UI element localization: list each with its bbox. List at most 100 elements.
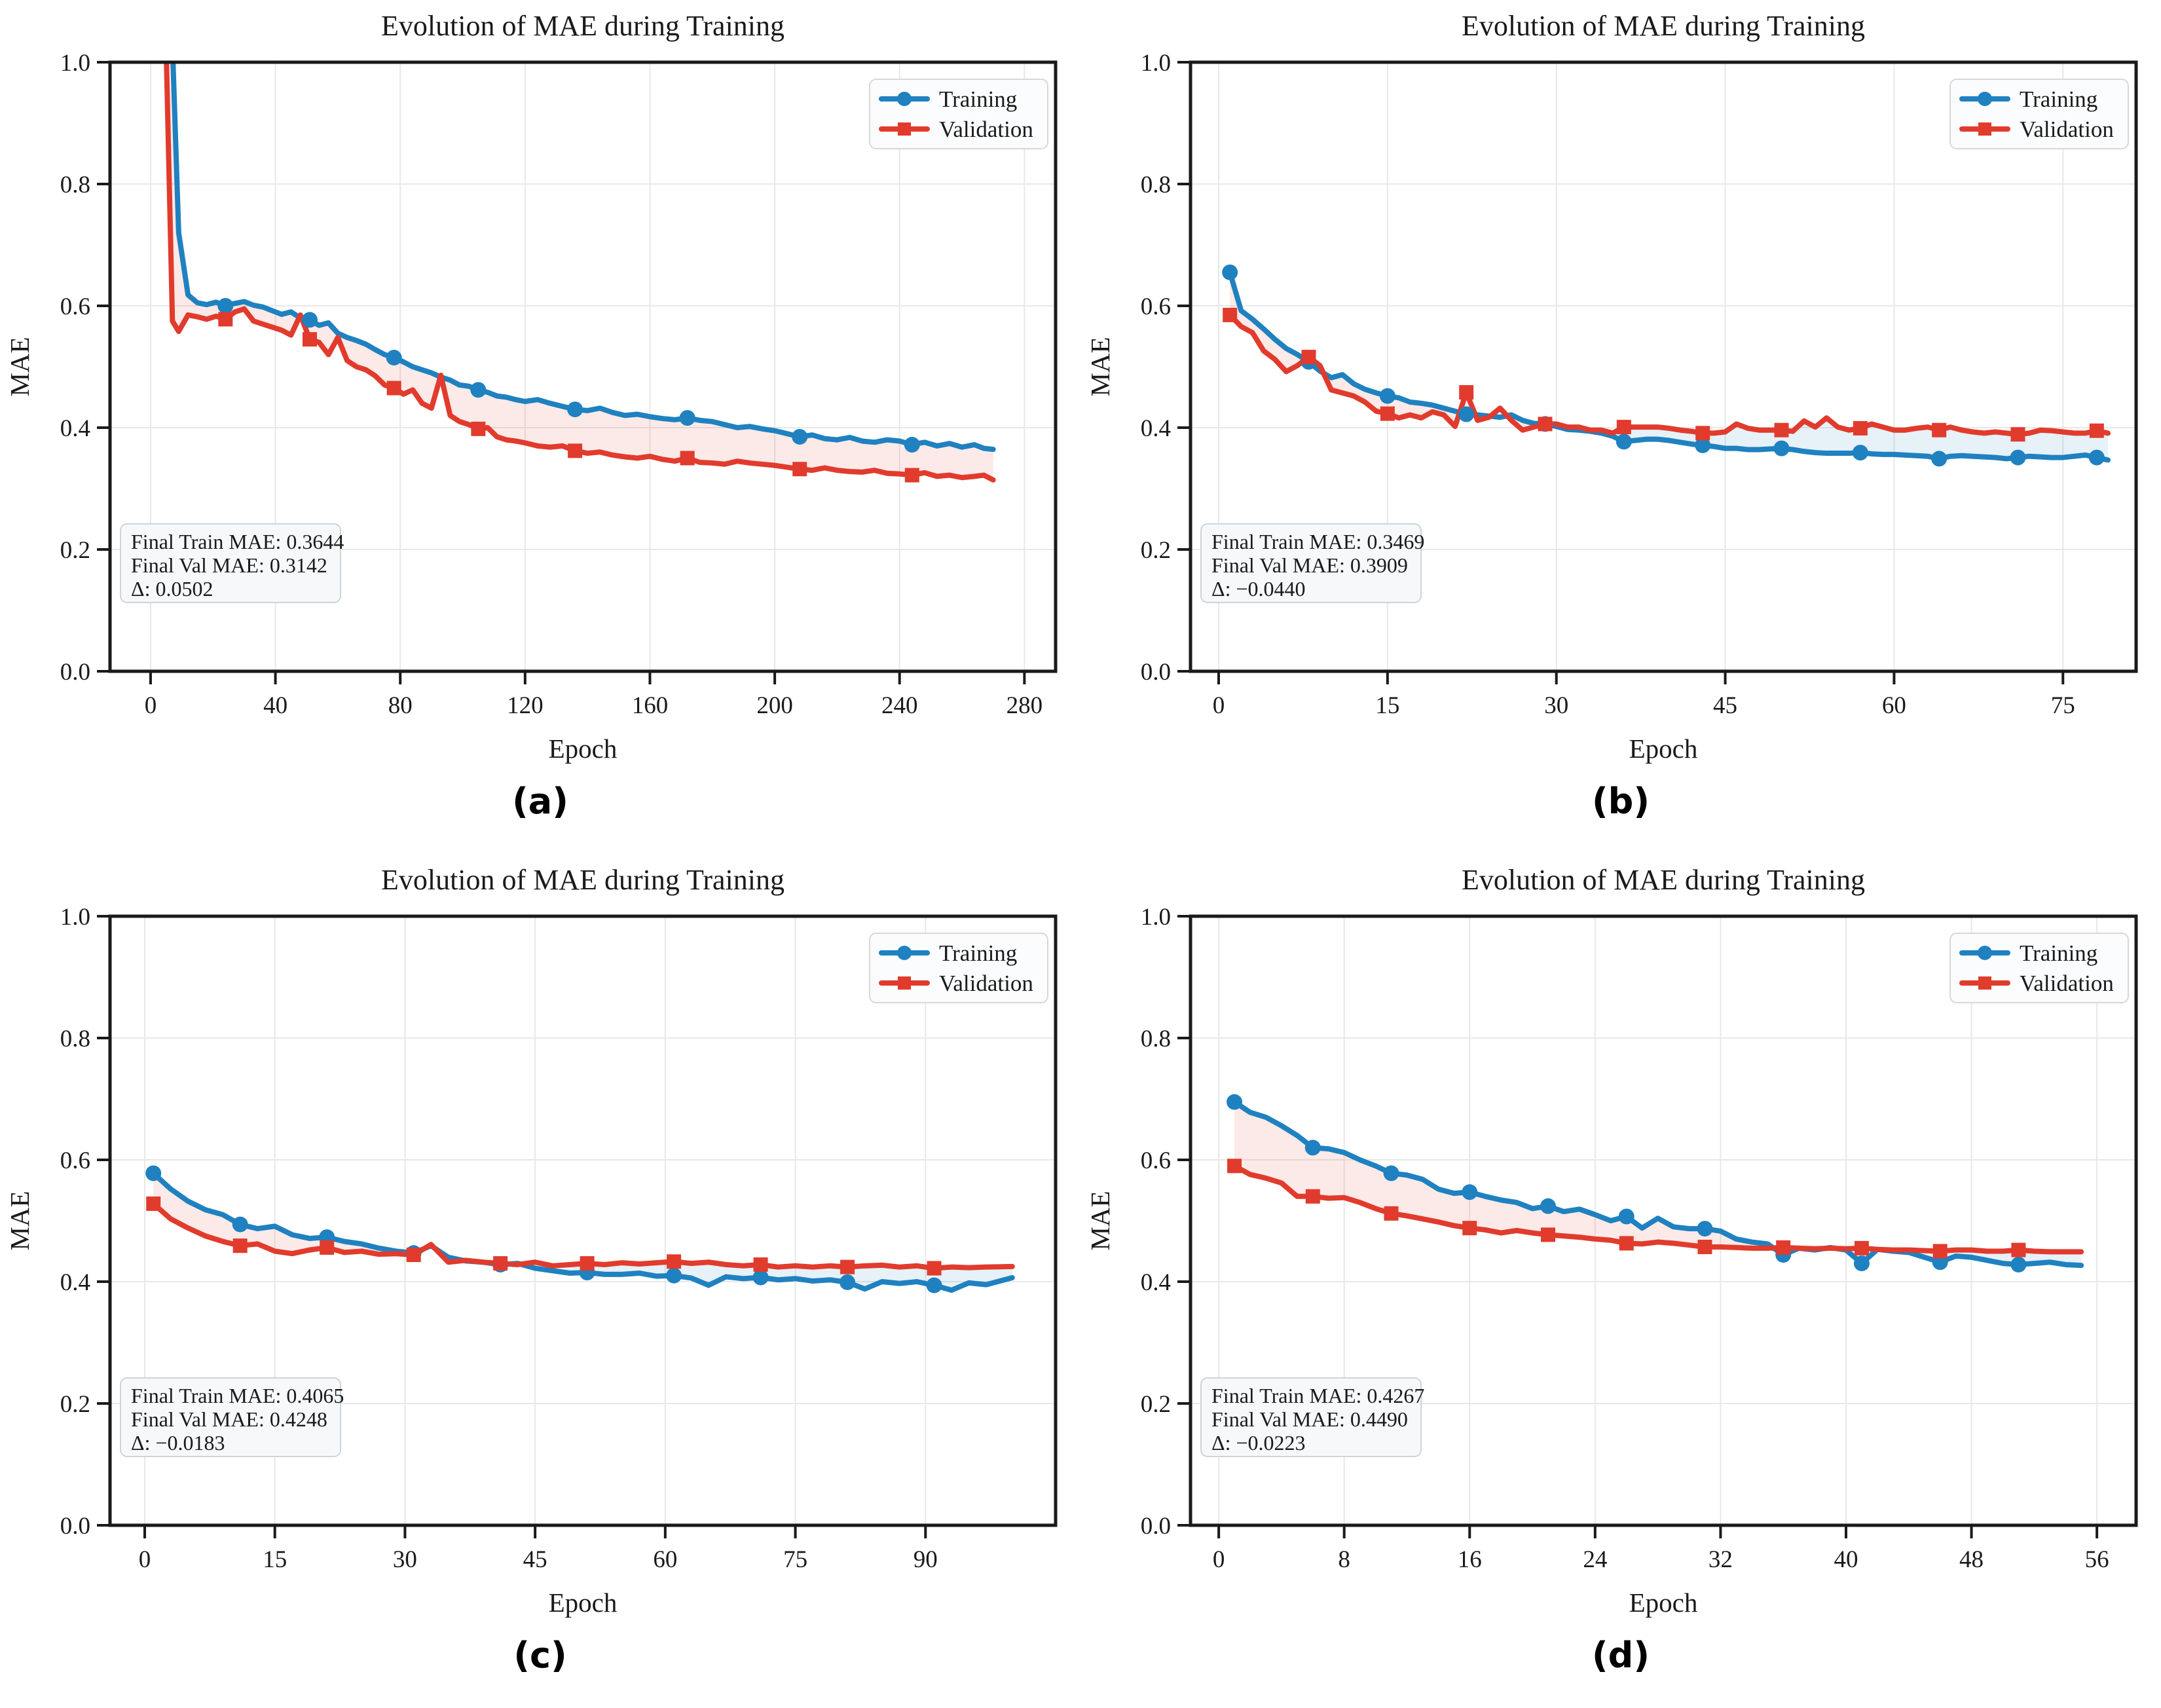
x-axis-label: Epoch: [1629, 733, 1698, 764]
y-tick-label: 1.0: [60, 904, 90, 931]
panel-caption-d: (d): [1591, 1635, 1650, 1676]
y-tick-label: 0.6: [1141, 1147, 1171, 1174]
legend-label-training: Training: [939, 86, 1017, 112]
y-tick-label: 0.0: [60, 1513, 90, 1540]
chart-title: Evolution of MAE during Training: [381, 864, 785, 896]
y-tick-label: 0.4: [60, 415, 90, 442]
y-axis-label: MAE: [1085, 337, 1115, 396]
legend-label-validation: Validation: [2020, 971, 2114, 996]
validation-markers: [218, 312, 919, 483]
x-tick-label: 40: [1834, 1546, 1858, 1573]
x-tick-label: 160: [632, 692, 669, 719]
x-tick-label: 280: [1007, 692, 1043, 719]
x-tick-label: 200: [756, 692, 793, 719]
x-tick-label: 0: [145, 692, 157, 719]
panel-caption-b: (b): [1591, 781, 1650, 822]
legend-label-training: Training: [2020, 940, 2097, 966]
y-tick-label: 0.2: [1141, 1391, 1171, 1418]
legend: Training Validation: [1949, 933, 2129, 1003]
x-tick-label: 40: [263, 692, 287, 719]
validation-line: [151, 1200, 1015, 1271]
legend: Training Validation: [869, 933, 1048, 1003]
annotation-line: Final Train MAE: 0.4267: [1211, 1384, 1424, 1407]
annotation-line: Final Val MAE: 0.4490: [1211, 1407, 1408, 1431]
validation-markers: [1223, 307, 2104, 442]
y-axis-label: MAE: [5, 1191, 35, 1250]
mae-chart-b: 0 15 30 45 60 75 0.0 0.2 0.4 0.6 0.8 1.0 Evolution o…: [1085, 10, 2138, 764]
x-tick-label: 24: [1583, 1546, 1607, 1573]
gap-fill: [1234, 1102, 2082, 1266]
annotation-line: Final Train MAE: 0.3469: [1211, 530, 1424, 553]
y-tick-label: 0.6: [1141, 293, 1171, 320]
annotation-line: Final Val MAE: 0.3142: [131, 553, 327, 577]
y-tick-label: 0.2: [1141, 537, 1171, 564]
y-tick-label: 1.0: [1141, 904, 1171, 931]
annotation-line: Δ: −0.0440: [1211, 577, 1306, 601]
x-tick-label: 75: [783, 1546, 807, 1573]
axis-ticks: [97, 61, 1026, 684]
axes-box: [1189, 60, 2138, 673]
annotation-line: Final Train MAE: 0.3644: [131, 530, 344, 553]
y-tick-label: 0.4: [60, 1269, 90, 1296]
axes-box: [1189, 914, 2138, 1527]
y-tick-label: 0.6: [60, 1147, 90, 1174]
legend-label-validation: Validation: [939, 117, 1033, 142]
training-line: [151, 1170, 1015, 1293]
training-line: [1227, 269, 2111, 463]
chart-title: Evolution of MAE during Training: [1462, 864, 1865, 896]
annotation-line: Δ: 0.0502: [131, 577, 213, 601]
training-markers: [217, 298, 920, 453]
y-tick-label: 0.8: [60, 172, 90, 198]
training-markers: [1227, 1094, 2027, 1272]
training-line: [170, 62, 996, 453]
x-tick-label: 48: [1959, 1546, 1984, 1573]
axis-ticks: [1177, 61, 2065, 684]
x-tick-label: 60: [1882, 692, 1906, 719]
y-tick-label: 0.4: [1141, 415, 1171, 442]
y-tick-label: 0.8: [1141, 1026, 1171, 1052]
legend-label-validation: Validation: [939, 971, 1033, 996]
x-tick-label: 75: [2051, 692, 2075, 719]
legend-label-training: Training: [2020, 86, 2097, 112]
x-tick-label: 0: [1213, 1546, 1225, 1573]
y-tick-label: 1.0: [1141, 50, 1171, 77]
panel-caption-a: (a): [512, 781, 568, 822]
y-tick-label: 0.8: [60, 1026, 90, 1052]
x-tick-label: 30: [1544, 692, 1568, 719]
chart-title: Evolution of MAE during Training: [1462, 10, 1865, 42]
x-axis-label: Epoch: [549, 733, 618, 764]
legend: Training Validation: [869, 79, 1048, 149]
x-tick-label: 0: [1213, 692, 1225, 719]
y-tick-label: 0.2: [60, 537, 90, 564]
axis-ticks: [1177, 915, 2099, 1538]
annotation-line: Final Train MAE: 0.4065: [131, 1384, 344, 1407]
x-tick-label: 120: [507, 692, 544, 719]
annotation-line: Δ: −0.0223: [1211, 1431, 1306, 1455]
annotation-line: Final Val MAE: 0.4248: [131, 1407, 327, 1431]
validation-markers: [146, 1196, 942, 1276]
x-tick-label: 32: [1708, 1546, 1733, 1573]
panel-c: 0 15 30 45 60 75 90 0.0 0.2 0.4 0.6 0.8 1.0 Evolution…: [0, 854, 1080, 1708]
x-tick-label: 45: [1713, 692, 1737, 719]
y-tick-label: 0.0: [60, 659, 90, 686]
x-tick-label: 15: [263, 1546, 287, 1573]
x-tick-label: 15: [1375, 692, 1399, 719]
axes-box: [108, 60, 1058, 673]
annotation-line: Δ: −0.0183: [131, 1431, 225, 1455]
y-tick-label: 0.2: [60, 1391, 90, 1418]
x-tick-label: 30: [393, 1546, 417, 1573]
x-tick-label: 90: [914, 1546, 938, 1573]
axis-ticks: [97, 915, 927, 1538]
y-tick-label: 0.0: [1141, 659, 1171, 686]
legend-label-validation: Validation: [2020, 117, 2114, 142]
y-axis-label: MAE: [1085, 1191, 1115, 1250]
y-tick-label: 0.4: [1141, 1269, 1171, 1296]
mae-chart-a: 0 40 80 120 160 200 240 280 0.0 0.2 0.4 0.6 0.8 1.0 Ev…: [5, 10, 1058, 764]
panel-caption-c: (c): [513, 1635, 567, 1676]
panel-a: 0 40 80 120 160 200 240 280 0.0 0.2 0.4 0.6 0.8 1.0 Ev…: [0, 0, 1080, 854]
legend-label-training: Training: [939, 940, 1017, 966]
validation-line: [164, 62, 996, 483]
